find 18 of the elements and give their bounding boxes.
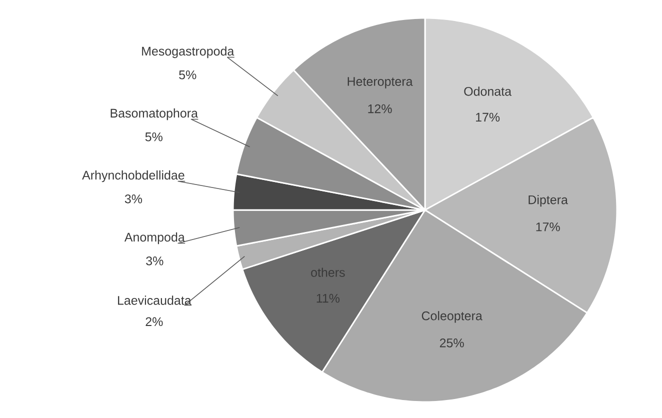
slice-label: Laevicaudata: [118, 296, 192, 305]
data-label: 17%: [536, 222, 560, 232]
slice-label: Coleoptera: [422, 311, 482, 323]
slice-label: Anompoda: [124, 232, 185, 244]
data-label: 17%: [476, 112, 500, 122]
data-label: 3%: [124, 194, 142, 204]
data-label: 12%: [368, 104, 392, 114]
data-label: 3%: [146, 256, 164, 266]
data-label: 5%: [145, 132, 162, 142]
data-label: 5%: [179, 70, 196, 80]
slice-label: Arhynchobdellidae: [82, 170, 184, 182]
slice-label: Diptera: [528, 195, 568, 207]
slice-label: Mesogastropoda: [142, 46, 234, 58]
data-label: 2%: [146, 317, 163, 326]
slice-label: Basomatophora: [110, 108, 198, 120]
slice-label: Odonata: [464, 86, 512, 96]
data-label: 25%: [440, 338, 464, 348]
slice-label: Heteroptera: [348, 77, 413, 88]
